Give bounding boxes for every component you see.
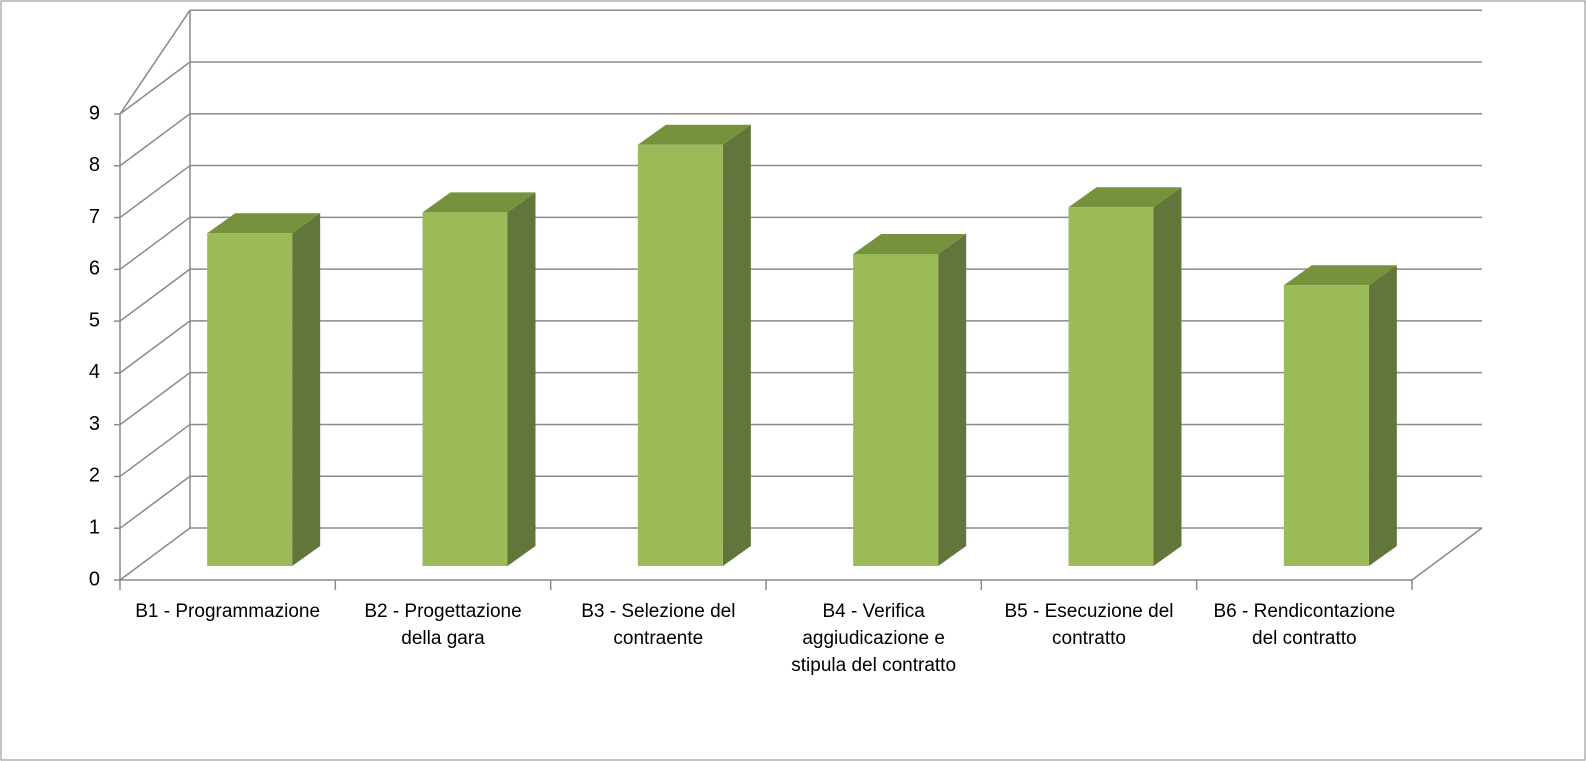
bar-side (507, 192, 536, 566)
bar (853, 234, 967, 566)
bar (1283, 265, 1397, 566)
y-tick-label: 0 (89, 568, 100, 590)
bar-side (1153, 187, 1182, 566)
grid-line (119, 61, 191, 115)
bar-front (1283, 285, 1369, 566)
grid-line (119, 164, 191, 219)
bar-top (853, 234, 967, 254)
bar-side (938, 234, 967, 566)
y-tick-label: 6 (89, 258, 100, 280)
y-tick-label: 4 (89, 361, 100, 383)
y-tick-label: 8 (89, 154, 100, 176)
grid-line (119, 423, 191, 478)
bar (207, 213, 321, 566)
y-tick-label: 2 (89, 465, 100, 487)
x-tick-label: B1 - Programmazione (135, 601, 321, 622)
y-tick-label: 3 (89, 413, 100, 435)
y-tick-label: 7 (89, 206, 100, 228)
x-tick-label: B5 - Esecuzione del contratto (1004, 601, 1174, 649)
grid-line (119, 475, 191, 529)
x-tick-label: B3 - Selezione del contraente (581, 601, 736, 649)
grid-line (119, 113, 191, 167)
wall-edge (119, 9, 191, 115)
x-tick-label: B4 - Verifica aggiudicazione e stipula d… (791, 601, 957, 676)
bar-front (422, 212, 508, 566)
bar-front (637, 144, 723, 567)
bar-top (1068, 187, 1182, 208)
bar-front (207, 233, 293, 566)
y-tick-label: 9 (89, 102, 100, 124)
bar-top (422, 192, 536, 213)
x-tick-label: B6 - Rendicontazione del contratto (1213, 601, 1396, 649)
bar-front (1068, 207, 1154, 566)
grid-line (119, 527, 191, 581)
grid-line (119, 320, 191, 374)
bar-side (722, 124, 751, 567)
bar-top (637, 124, 751, 145)
bar-side (1368, 265, 1397, 566)
bar (637, 124, 751, 567)
y-tick-label: 5 (89, 309, 100, 331)
bar-top (1283, 265, 1397, 286)
x-tick-label: B2 - Progettazione della gara (364, 601, 522, 649)
bar (422, 192, 536, 566)
bar-front (853, 254, 939, 566)
grid-line (119, 372, 191, 426)
bar-side (292, 213, 321, 566)
floor-edge (1411, 527, 1483, 581)
bar (1068, 187, 1182, 566)
y-tick-label: 1 (89, 517, 100, 539)
grid-line (119, 216, 191, 270)
grid-line (119, 268, 191, 322)
bar-top (207, 213, 321, 234)
